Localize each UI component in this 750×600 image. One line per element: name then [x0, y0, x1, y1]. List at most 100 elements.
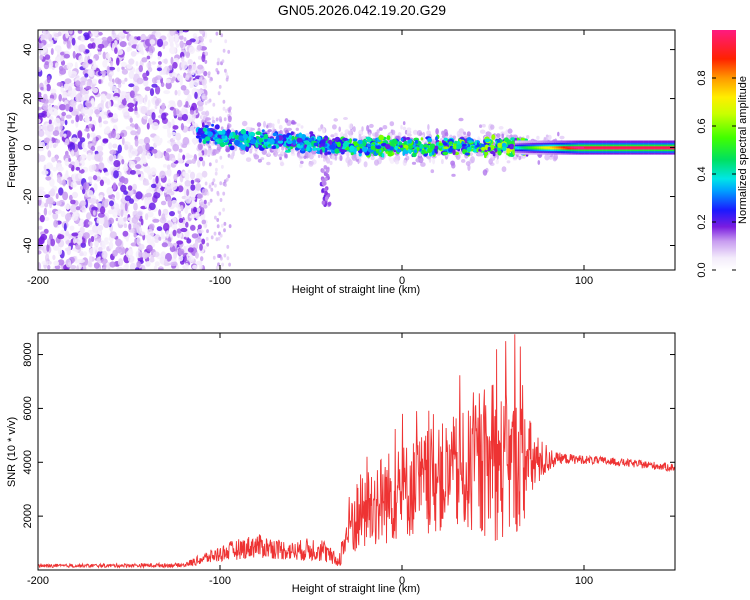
- band-cell: [602, 148, 605, 152]
- band-cell: [593, 150, 596, 153]
- band-cell: [641, 148, 644, 152]
- band-cell: [652, 148, 655, 152]
- noise-speckle: [169, 46, 177, 55]
- band-cell: [549, 150, 553, 153]
- halo-speckle: [330, 134, 335, 138]
- band-cell: [530, 152, 533, 155]
- noise-speckle: [172, 143, 180, 152]
- band-cell: [656, 148, 660, 152]
- halo-speckle: [333, 132, 339, 137]
- noise-speckle: [212, 102, 216, 107]
- band-cell: [610, 140, 614, 143]
- band-cell: [521, 152, 524, 155]
- noise-speckle: [135, 61, 139, 67]
- band-cell: [543, 148, 546, 152]
- band-cell: [560, 142, 564, 145]
- noise-speckle: [50, 48, 54, 55]
- noise-speckle: [209, 38, 213, 43]
- noise-speckle: [222, 48, 226, 53]
- noise-speckle: [115, 217, 119, 222]
- band-cell: [615, 148, 618, 152]
- band-cell: [621, 150, 625, 153]
- noise-speckle: [202, 160, 206, 167]
- noise-speckle: [38, 188, 44, 197]
- noise-speckle: [155, 75, 162, 80]
- noise-speckle: [93, 232, 98, 239]
- noise-speckle: [210, 187, 214, 192]
- noise-speckle: [56, 82, 64, 87]
- noise-speckle: [134, 87, 138, 96]
- noise-speckle: [227, 174, 231, 179]
- halo-speckle: [324, 156, 328, 161]
- band-cell: [530, 145, 533, 148]
- ridge-speckle: [429, 143, 436, 150]
- band-cell: [527, 143, 531, 147]
- band-cell: [514, 152, 518, 155]
- halo-speckle: [435, 128, 439, 135]
- band-cell: [610, 143, 614, 147]
- halo-speckle: [369, 123, 374, 128]
- noise-speckle: [182, 113, 188, 122]
- noise-speckle: [227, 49, 231, 54]
- noise-speckle: [63, 223, 67, 232]
- noise-speckle: [188, 46, 196, 54]
- band-cell: [597, 140, 601, 143]
- noise-speckle: [111, 30, 115, 35]
- noise-speckle: [38, 262, 42, 270]
- noise-speckle: [141, 57, 148, 63]
- noise-speckle: [134, 110, 139, 115]
- ridge-speckle: [277, 140, 284, 144]
- noise-speckle: [117, 78, 122, 85]
- noise-speckle: [125, 126, 133, 130]
- noise-speckle: [220, 223, 224, 228]
- halo-speckle: [285, 153, 288, 159]
- band-cell: [545, 142, 548, 145]
- noise-speckle: [121, 80, 126, 85]
- band-cell: [523, 148, 526, 152]
- noise-speckle: [53, 260, 60, 266]
- noise-speckle: [136, 36, 142, 41]
- halo-speckle: [260, 157, 265, 161]
- band-cell: [580, 140, 583, 143]
- ridge-speckle: [503, 137, 509, 142]
- halo-speckle: [347, 159, 353, 166]
- band-cell: [525, 150, 529, 153]
- noise-speckle: [46, 124, 54, 132]
- noise-speckle: [80, 185, 84, 190]
- ridge-speckle: [336, 141, 341, 148]
- dip-speckle: [321, 200, 326, 205]
- ridge-speckle: [290, 131, 294, 136]
- noise-speckle: [128, 223, 132, 230]
- band-cell: [593, 152, 596, 155]
- band-cell: [584, 142, 588, 145]
- ridge-speckle: [264, 143, 268, 147]
- band-cell: [562, 142, 566, 145]
- ridge-speckle: [510, 137, 516, 141]
- band-cell: [547, 148, 550, 152]
- noise-speckle: [207, 71, 211, 76]
- band-cell: [610, 142, 614, 145]
- spectrum-y-tick-label: -20: [22, 189, 34, 205]
- noise-speckle: [68, 163, 73, 169]
- noise-speckle: [100, 70, 107, 75]
- noise-speckle: [107, 100, 112, 109]
- band-cell: [562, 143, 566, 147]
- noise-speckle: [38, 106, 42, 111]
- ridge-speckle: [304, 141, 311, 145]
- noise-speckle: [119, 132, 125, 137]
- band-cell: [514, 148, 518, 152]
- noise-speckle: [158, 61, 162, 65]
- band-cell: [523, 150, 526, 153]
- noise-speckle: [214, 171, 218, 176]
- noise-speckle: [103, 127, 111, 134]
- band-cell: [562, 147, 566, 150]
- dip-speckle: [324, 190, 328, 196]
- colorbar-tick-label: 0.0: [696, 262, 708, 277]
- band-cell: [661, 148, 664, 152]
- ridge-speckle: [365, 136, 371, 140]
- band-cell: [654, 150, 657, 153]
- noise-speckle: [217, 91, 221, 96]
- noise-speckle: [172, 125, 179, 130]
- band-cell: [571, 142, 574, 145]
